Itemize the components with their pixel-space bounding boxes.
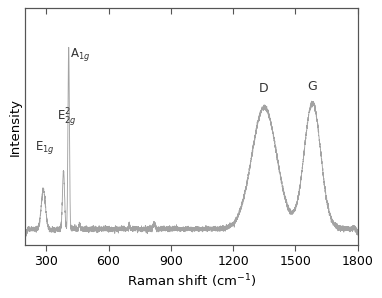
Text: E$^{2}_{2g}$: E$^{2}_{2g}$	[57, 106, 76, 128]
Text: G: G	[308, 80, 317, 93]
Text: E$_{1g}$: E$_{1g}$	[36, 139, 55, 156]
X-axis label: Raman shift (cm$^{-1}$): Raman shift (cm$^{-1}$)	[127, 272, 256, 290]
Text: A$_{1g}$: A$_{1g}$	[70, 46, 91, 63]
Text: D: D	[259, 82, 268, 95]
Y-axis label: Intensity: Intensity	[8, 98, 21, 156]
